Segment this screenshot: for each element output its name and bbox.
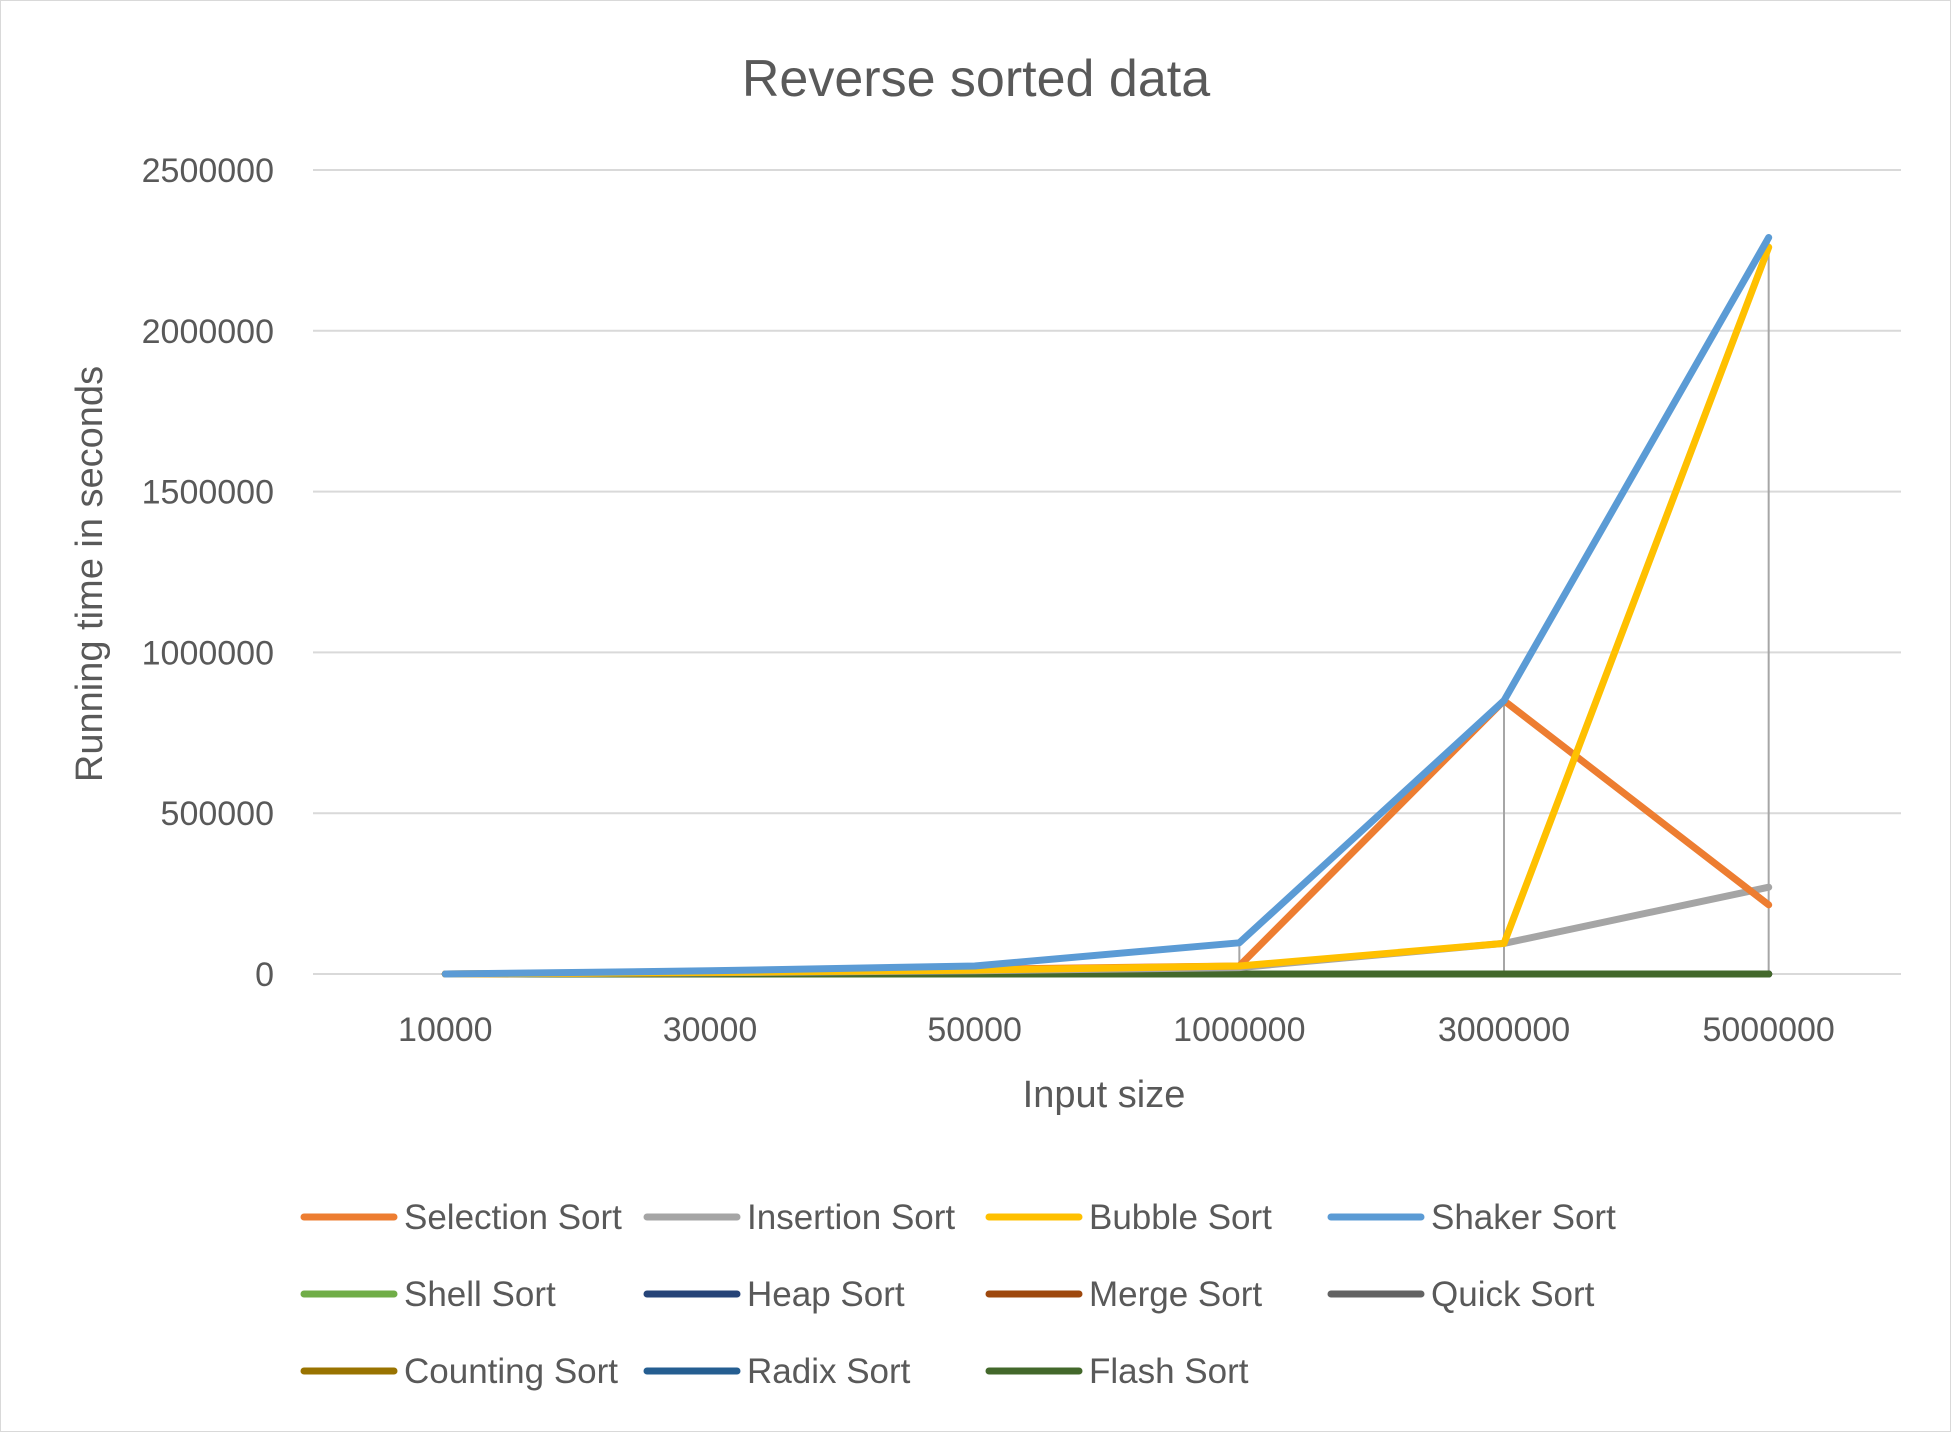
legend-label: Selection Sort [404,1198,622,1237]
legend-item-radix-sort: Radix Sort [643,1352,911,1391]
legend-item-counting-sort: Counting Sort [300,1352,618,1391]
legend-item-shaker-sort: Shaker Sort [1327,1198,1616,1237]
legend-label: Counting Sort [404,1352,618,1391]
legend-item-selection-sort: Selection Sort [300,1198,622,1237]
x-tick-label: 1000000 [1173,1011,1305,1049]
legend-label: Quick Sort [1431,1275,1595,1314]
series-line-selection-sort [441,697,1773,978]
legend-label: Heap Sort [747,1275,905,1314]
series-line-insertion-sort [441,883,1773,978]
series-line-bubble-sort [441,243,1773,978]
legend-label: Radix Sort [747,1352,911,1391]
grid-layer [313,169,1901,975]
y-axis-title: Running time in seconds [69,366,111,782]
chart-title: Reverse sorted data [742,50,1210,108]
y-tick-label: 500000 [161,795,274,833]
legend-label: Bubble Sort [1089,1198,1272,1237]
legend-label: Insertion Sort [747,1198,955,1237]
legend-label: Merge Sort [1089,1275,1262,1314]
legend-item-merge-sort: Merge Sort [985,1275,1262,1314]
legend: Selection Sort Insertion Sort Bubble Sort S… [300,1198,1616,1391]
x-tick-label: 30000 [663,1011,758,1049]
legend-item-flash-sort: Flash Sort [985,1352,1249,1391]
x-tick-label: 50000 [927,1011,1022,1049]
legend-item-insertion-sort: Insertion Sort [643,1198,955,1237]
x-axis-ticks: 10000 30000 50000 1000000 3000000 5000000 [398,1011,1835,1049]
legend-item-bubble-sort: Bubble Sort [985,1198,1272,1237]
y-tick-label: 2500000 [142,152,274,190]
y-tick-label: 1000000 [142,634,274,672]
x-tick-label: 3000000 [1438,1011,1570,1049]
x-tick-label: 5000000 [1702,1011,1834,1049]
y-tick-label: 0 [255,956,274,994]
series-layer [441,234,1773,978]
y-axis-ticks: 0 500000 1000000 1500000 2000000 2500000 [142,152,274,994]
x-tick-label: 10000 [398,1011,493,1049]
legend-label: Shell Sort [404,1275,556,1314]
y-tick-label: 1500000 [142,474,274,512]
legend-label: Flash Sort [1089,1352,1249,1391]
drop-lines [709,237,1770,974]
legend-label: Shaker Sort [1431,1198,1616,1237]
legend-item-quick-sort: Quick Sort [1327,1275,1595,1314]
legend-item-heap-sort: Heap Sort [643,1275,905,1314]
series-line-shaker-sort [441,234,1773,978]
x-axis-title: Input size [1023,1074,1186,1116]
y-tick-label: 2000000 [142,313,274,351]
legend-item-shell-sort: Shell Sort [300,1275,556,1314]
